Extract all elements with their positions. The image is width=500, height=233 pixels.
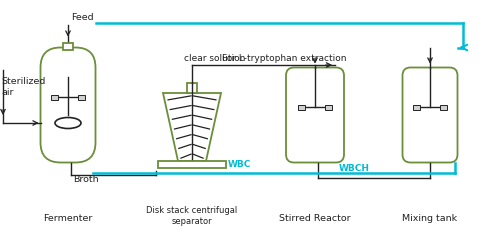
Ellipse shape xyxy=(55,117,81,129)
Text: Feed: Feed xyxy=(71,14,94,23)
Text: WBCH: WBCH xyxy=(339,164,370,173)
FancyBboxPatch shape xyxy=(286,68,344,162)
Bar xyxy=(440,105,447,110)
Bar xyxy=(325,105,332,110)
Text: clear solution: clear solution xyxy=(184,54,246,63)
Text: For L-tryptophan extraction: For L-tryptophan extraction xyxy=(222,54,346,63)
FancyBboxPatch shape xyxy=(402,68,458,162)
Bar xyxy=(51,95,58,100)
Bar xyxy=(298,105,305,110)
Bar xyxy=(63,42,73,49)
Text: Broth: Broth xyxy=(73,175,98,185)
Bar xyxy=(158,161,226,168)
Bar xyxy=(78,95,85,100)
Text: Mixing tank: Mixing tank xyxy=(402,214,458,223)
Bar xyxy=(187,83,197,93)
Bar xyxy=(413,105,420,110)
Text: Fermenter: Fermenter xyxy=(44,214,92,223)
Text: Disk stack centrifugal
separator: Disk stack centrifugal separator xyxy=(146,206,238,226)
Text: Sterilized
air: Sterilized air xyxy=(1,77,46,97)
Polygon shape xyxy=(163,93,221,161)
FancyBboxPatch shape xyxy=(40,48,96,162)
Text: WBC: WBC xyxy=(228,160,252,169)
Text: Stirred Reactor: Stirred Reactor xyxy=(279,214,351,223)
